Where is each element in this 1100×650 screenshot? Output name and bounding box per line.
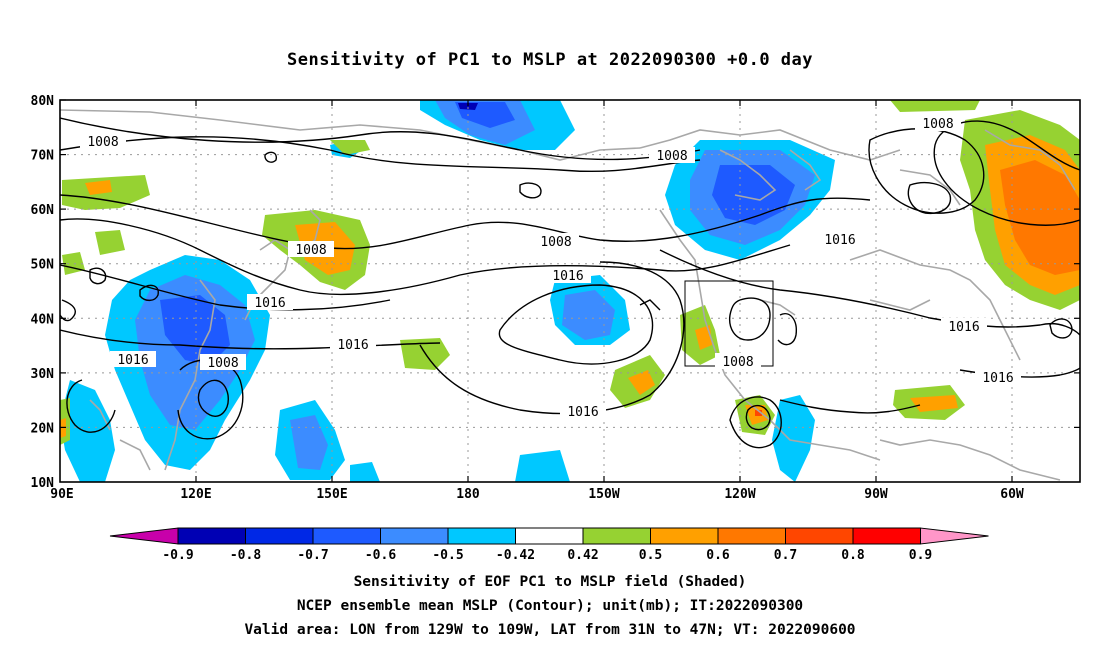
colorbar-swatch — [312, 527, 381, 545]
colorbar-over-triangle — [920, 527, 989, 545]
lon-label: 150W — [588, 487, 619, 502]
colorbar-label: 0.9 — [909, 548, 932, 563]
lon-label: 90E — [50, 487, 73, 502]
axis-ticks — [60, 99, 1080, 482]
longitude-labels: 90E 120E 150E 180 150W 120W 90W 60W — [50, 487, 1024, 502]
latitude-labels: 80N 70N 60N 50N 40N 30N 20N 10N — [31, 94, 55, 491]
mslp-contours — [60, 117, 1080, 449]
colorbar-swatch — [582, 527, 651, 545]
colorbar: -0.9 -0.8 -0.7 -0.6 -0.5 -0.42 0.42 0.5 0.6 0.7 0.… — [109, 527, 989, 563]
contour-labels: 1008 1008 1008 1008 1008 1016 1016 1016 … — [80, 115, 1021, 420]
lat-label: 10N — [31, 476, 55, 491]
contour-label: 1016 — [948, 320, 979, 335]
contour-label: 1016 — [254, 296, 285, 311]
colorbar-label: -0.7 — [297, 548, 328, 563]
colorbar-label: 0.7 — [774, 548, 797, 563]
lon-label: 120E — [180, 487, 211, 502]
positive-sensitivity-shading — [60, 100, 1080, 445]
contour-label: 1008 — [540, 235, 571, 250]
plot-frame — [59, 99, 1081, 483]
contour-label: 1008 — [295, 243, 326, 258]
colorbar-label: 0.6 — [706, 548, 730, 563]
lon-label: 60W — [1000, 487, 1024, 502]
contour-label: 1008 — [656, 149, 687, 164]
lat-lon-grid — [60, 100, 1080, 482]
colorbar-swatch — [380, 527, 449, 545]
lat-label: 60N — [31, 203, 55, 218]
caption-line-1: Sensitivity of EOF PC1 to MSLP field (Sh… — [353, 574, 747, 590]
lat-label: 70N — [31, 149, 55, 164]
contour-label: 1016 — [824, 233, 855, 248]
lat-label: 20N — [31, 421, 55, 436]
caption-line-2: NCEP ensemble mean MSLP (Contour); unit(… — [296, 598, 804, 614]
colorbar-under-triangle — [109, 527, 179, 545]
contour-label: 1016 — [337, 338, 368, 353]
colorbar-swatch — [852, 527, 921, 545]
lon-label: 180 — [456, 487, 480, 502]
map-title: Sensitivity of PC1 to MSLP at 2022090300… — [286, 50, 813, 70]
colorbar-swatch — [650, 527, 719, 545]
colorbar-label: 0.5 — [639, 548, 662, 563]
contour-label: 1008 — [922, 117, 953, 132]
colorbar-label: -0.42 — [496, 548, 535, 563]
negative-sensitivity-core — [135, 100, 815, 470]
colorbar-label: -0.9 — [162, 548, 193, 563]
colorbar-swatch — [515, 527, 584, 545]
coastlines — [60, 109, 1076, 481]
lat-label: 50N — [31, 258, 55, 273]
contour-label: 1016 — [552, 269, 583, 284]
lat-label: 80N — [31, 94, 55, 109]
lat-label: 40N — [31, 312, 55, 327]
colorbar-swatch — [177, 527, 246, 545]
colorbar-swatch — [717, 527, 786, 545]
contour-label: 1016 — [982, 371, 1013, 386]
contour-label: 1008 — [87, 135, 118, 150]
lat-label: 30N — [31, 367, 55, 382]
colorbar-swatch — [447, 527, 516, 545]
contour-label: 1008 — [207, 356, 238, 371]
colorbar-label: 0.8 — [841, 548, 865, 563]
lon-label: 150E — [316, 487, 347, 502]
colorbar-label: 0.42 — [567, 548, 598, 563]
map-plot-area — [60, 100, 1080, 482]
colorbar-label: -0.5 — [432, 548, 463, 563]
colorbar-label: -0.6 — [365, 548, 396, 563]
contour-label: 1008 — [722, 355, 753, 370]
lon-label: 120W — [724, 487, 755, 502]
colorbar-swatch — [785, 527, 854, 545]
contour-label: 1016 — [117, 353, 148, 368]
colorbar-label: -0.8 — [230, 548, 261, 563]
contour-label: 1016 — [567, 405, 598, 420]
caption-line-3: Valid area: LON from 129W to 109W, LAT f… — [244, 622, 856, 638]
colorbar-swatch — [245, 527, 314, 545]
lon-label: 90W — [864, 487, 888, 502]
